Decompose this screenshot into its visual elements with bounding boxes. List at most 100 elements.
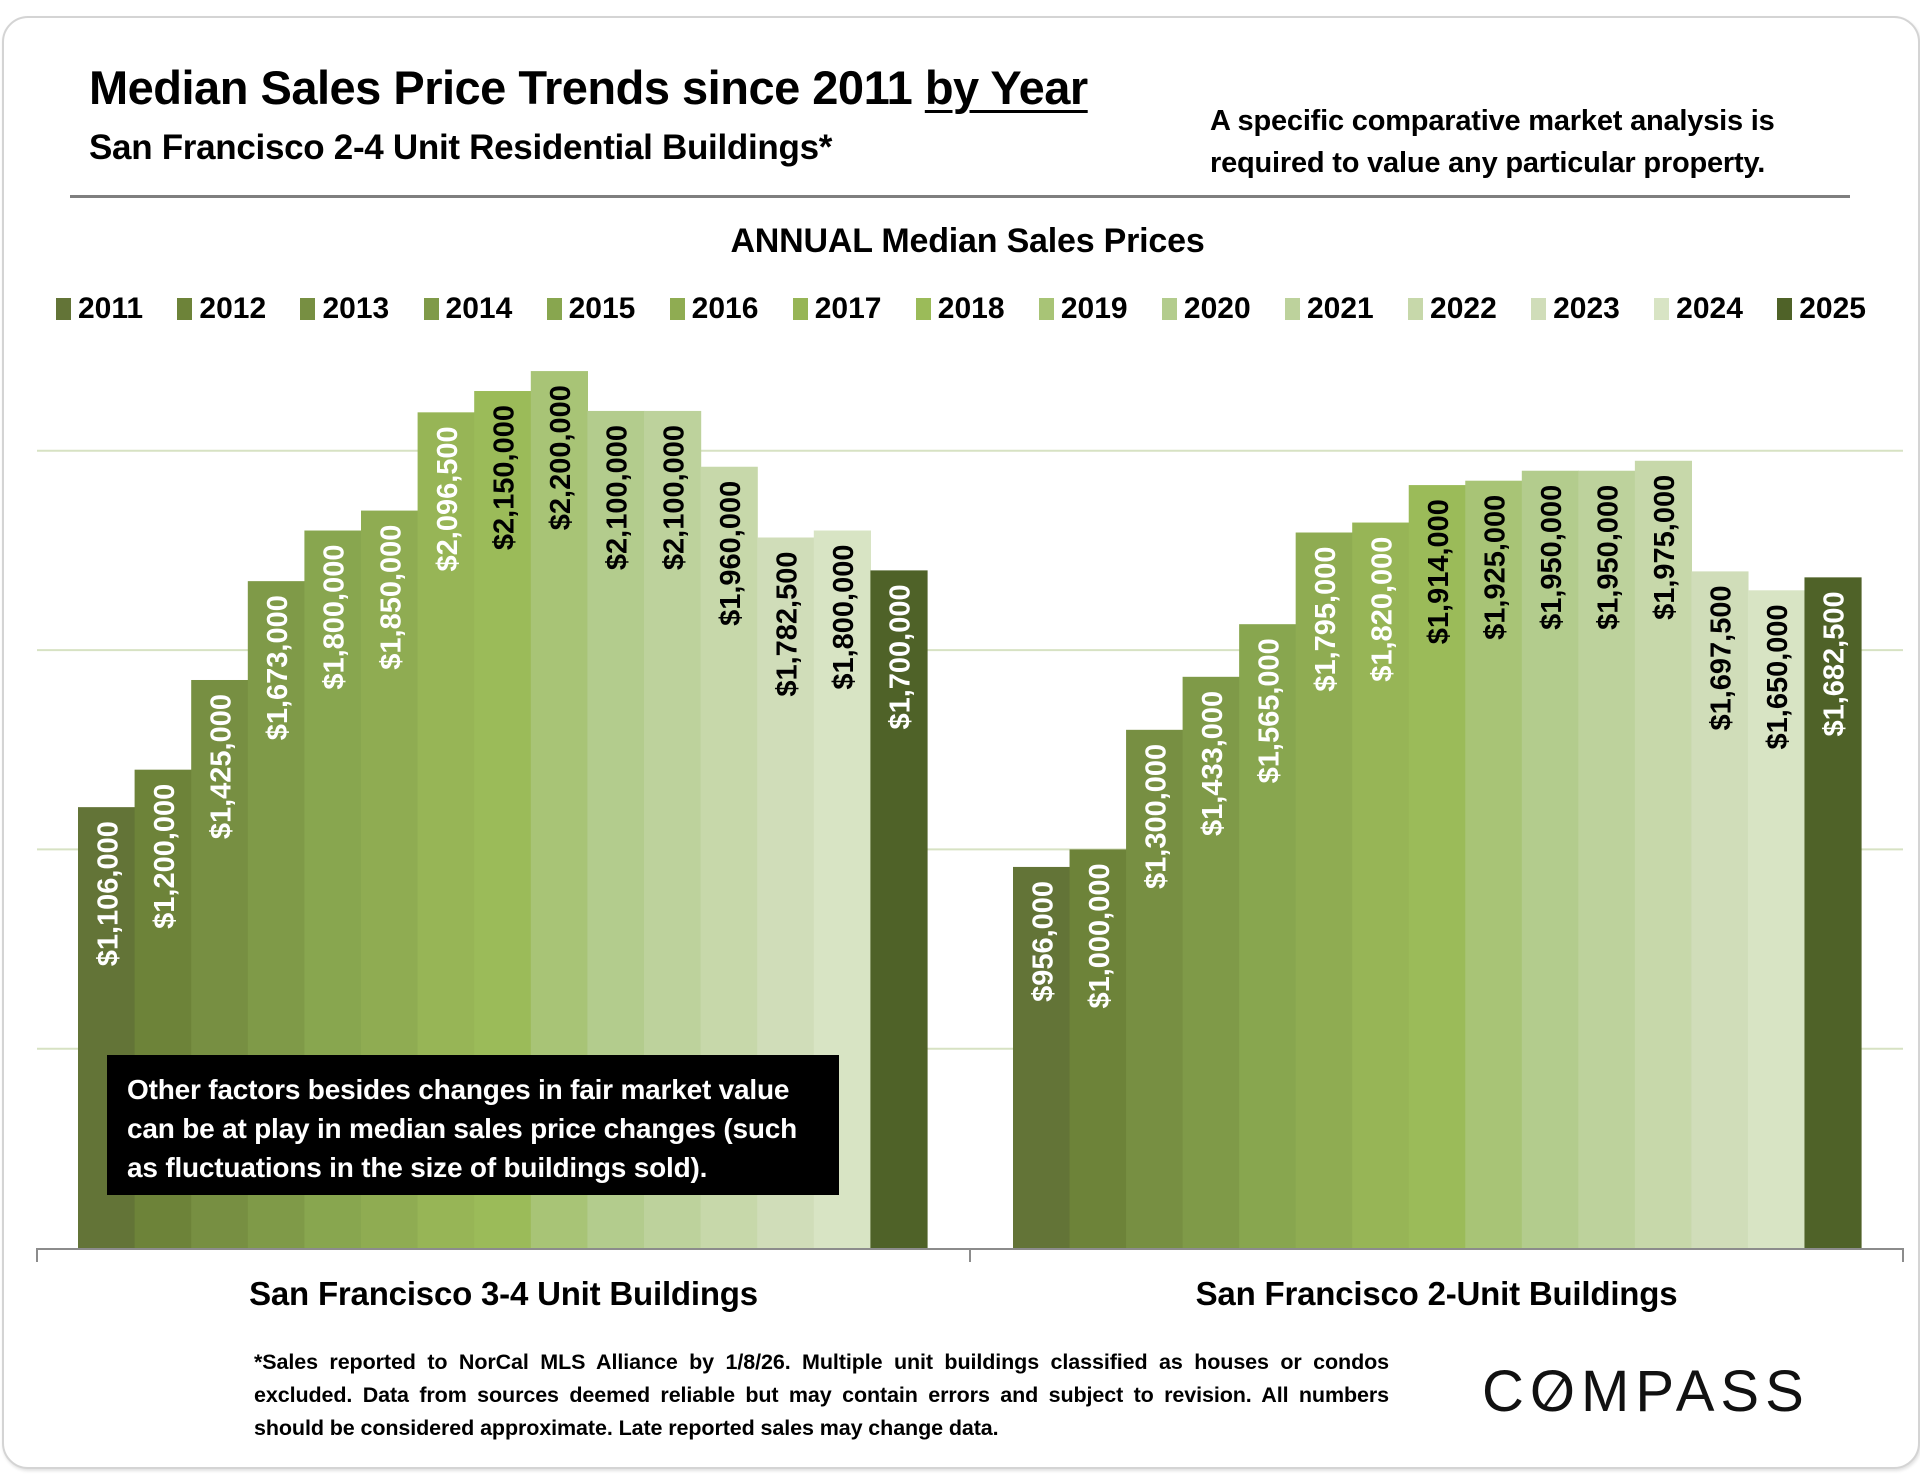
legend-label: 2024 [1676,292,1743,325]
legend-item-2017: 2017 [792,292,881,326]
legend-item-2023: 2023 [1531,292,1620,326]
data-label: $1,106,000 [92,821,124,966]
bar-2019-2-unit [1465,480,1523,1248]
data-label: $2,100,000 [602,425,634,570]
data-label: $1,425,000 [206,694,238,839]
bar-2015-2-unit [1239,624,1297,1248]
bar-2024-2-unit [1747,590,1806,1248]
legend-label: 2012 [199,292,267,325]
title-by-year: by Year [924,61,1088,114]
disclaimer-note: A specific comparative market analysis i… [1210,100,1775,184]
legend-swatch [423,298,439,320]
legend-item-2024: 2024 [1654,292,1743,326]
legend-swatch [1284,298,1300,320]
page-title: Median Sales Price Trends since 2011 by … [89,60,1088,115]
data-label: $1,200,000 [149,784,181,929]
legend-item-2022: 2022 [1408,292,1497,326]
data-label: $1,975,000 [1649,475,1681,620]
legend-swatch [915,298,931,320]
legend-item-2025: 2025 [1777,292,1866,326]
legend-label: 2025 [1799,292,1866,325]
legend-label: 2021 [1306,292,1374,325]
data-label: $1,697,500 [1706,585,1738,730]
legend-swatch [792,298,808,320]
data-label: $1,700,000 [885,584,917,729]
legend-item-2014: 2014 [423,292,513,326]
data-label: $1,925,000 [1480,495,1512,640]
data-label: $1,960,000 [715,481,747,626]
data-label: $1,800,000 [319,545,351,690]
callout-box: Other factors besides changes in fair ma… [107,1055,839,1195]
legend-item-2021: 2021 [1284,292,1374,326]
legend-item-2015: 2015 [546,292,635,326]
bar-2021-2-unit [1578,470,1636,1249]
data-label: $1,795,000 [1310,547,1342,692]
data-label: $1,682,500 [1819,591,1851,736]
data-label: $1,433,000 [1197,691,1229,836]
bar-2012-2-unit [1069,849,1127,1248]
legend-swatch [669,298,685,320]
data-label: $1,782,500 [772,551,804,696]
category-label-3-4-unit: San Francisco 3-4 Unit Buildings [249,1275,758,1312]
bar-2018-2-unit [1408,485,1466,1248]
legend-item-2011: 2011 [56,292,143,326]
bar-2013-2-unit [1126,729,1184,1248]
legend-label: 2013 [322,292,390,325]
data-label: $1,650,000 [1762,604,1794,749]
disclaimer-line-2: required to value any particular propert… [1210,147,1766,179]
data-label: $1,950,000 [1593,485,1625,630]
legend-label: 2020 [1183,292,1251,325]
legend-item-2020: 2020 [1161,292,1251,326]
data-label: $2,100,000 [658,425,690,570]
chart-legend: 2011 2012 2013 2014 2015 2016 2017 2018 2019 2020… [56,289,1866,329]
data-label: $1,950,000 [1536,485,1568,630]
data-label: $1,000,000 [1084,863,1116,1008]
legend-swatch [177,298,193,320]
legend-swatch [1777,298,1793,320]
legend-label: 2016 [691,292,759,325]
logo-letter-c: C [1482,1359,1530,1424]
legend-item-2016: 2016 [669,292,759,326]
data-label: $2,150,000 [489,405,521,550]
footnote: *Sales reported to NorCal MLS Alliance b… [254,1350,1389,1440]
logo-letters-mpass: MPASS [1581,1359,1810,1424]
data-label: $2,096,500 [432,426,464,571]
bar-2020-2-unit [1521,470,1579,1249]
legend-swatch [56,298,71,320]
bar-2014-2-unit [1182,676,1240,1248]
legend-item-2012: 2012 [177,292,266,326]
callout-line-1: Other factors besides changes in fair ma… [127,1074,790,1105]
legend-swatch [1408,298,1424,320]
bar-2025-3-4-unit [870,570,928,1248]
data-label: $2,200,000 [545,385,577,530]
legend-swatch [1038,298,1054,320]
bar-2011-2-unit [1013,866,1071,1248]
bar-2025-2-unit [1804,577,1862,1248]
data-label: $1,850,000 [375,525,407,670]
category-label-2-unit: San Francisco 2-Unit Buildings [1195,1275,1678,1312]
legend-swatch [1531,298,1547,320]
title-main: Median Sales Price Trends since 2011 [89,61,925,114]
legend-label: 2019 [1060,292,1128,325]
bar-2023-2-unit [1691,571,1749,1248]
page-subtitle: San Francisco 2-4 Unit Residential Build… [89,128,833,167]
legend-label: 2022 [1430,292,1497,325]
legend-swatch [1654,298,1670,320]
legend-label: 2014 [445,292,513,325]
chart-title: ANNUAL Median Sales Prices [730,222,1205,260]
legend-label: 2018 [937,292,1005,325]
legend-item-2013: 2013 [300,292,389,326]
data-label: $956,000 [1027,881,1059,1002]
data-label: $1,300,000 [1140,744,1172,889]
callout-line-3: as fluctuations in the size of buildings… [127,1152,708,1183]
data-label: $1,914,000 [1423,499,1455,644]
callout-line-2: can be at play in median sales price cha… [127,1113,798,1144]
data-label: $1,820,000 [1366,537,1398,682]
legend-label: 2023 [1553,292,1620,325]
logo-slashed-o-icon: O [1529,1359,1582,1424]
legend-item-2019: 2019 [1038,292,1128,326]
legend-item-2018: 2018 [915,292,1005,326]
data-label: $1,565,000 [1253,638,1285,783]
legend-swatch [1161,298,1177,320]
